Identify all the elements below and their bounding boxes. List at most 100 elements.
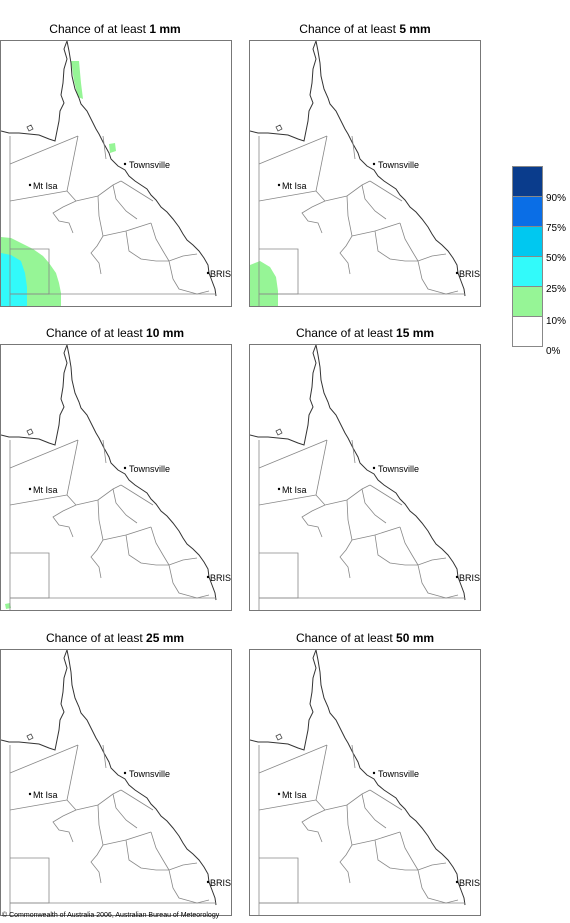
mt-isa-marker xyxy=(28,183,32,187)
coastline xyxy=(66,345,217,601)
panel-title-threshold: 10 mm xyxy=(146,326,185,340)
brisbane-marker xyxy=(455,575,459,579)
panel-title-threshold: 25 mm xyxy=(146,631,185,645)
district-border xyxy=(417,564,459,599)
district-border xyxy=(369,789,403,811)
mt-isa-marker xyxy=(277,183,281,187)
district-border xyxy=(125,230,169,262)
coastline xyxy=(315,41,466,297)
panel-title-10mm: Chance of at least 10 mm xyxy=(0,326,235,340)
island xyxy=(26,733,34,741)
map-svg: Townsville Mt Isa BRIS xyxy=(250,41,480,306)
legend-label-25: 25% xyxy=(546,284,567,295)
rainfall-probability-area xyxy=(250,261,278,306)
district-border xyxy=(120,180,154,202)
legend-label-10: 10% xyxy=(546,316,567,327)
district-border xyxy=(168,260,210,295)
district-border xyxy=(324,180,371,202)
district-border xyxy=(339,539,353,579)
rainfall-probability-area xyxy=(71,61,83,99)
brisbane-label: BRIS xyxy=(210,878,231,888)
brisbane-label: BRIS xyxy=(210,269,231,279)
mt-isa-marker xyxy=(277,792,281,796)
map-panel-1mm: Townsville Mt Isa BRIS xyxy=(0,40,232,307)
brisbane-label: BRIS xyxy=(459,878,480,888)
townsville-label: Townsville xyxy=(129,160,170,170)
district-border xyxy=(168,564,210,599)
brisbane-marker xyxy=(206,880,210,884)
panel-title-15mm: Chance of at least 15 mm xyxy=(245,326,485,340)
mt-isa-marker xyxy=(277,487,281,491)
district-border xyxy=(102,439,107,464)
district-border xyxy=(301,504,326,538)
townsville-marker xyxy=(123,771,127,775)
district-border xyxy=(150,222,170,262)
district-border xyxy=(125,839,169,871)
panel-title-prefix: Chance of at least xyxy=(45,631,147,645)
district-border xyxy=(168,557,198,566)
gulf-coastline xyxy=(250,41,317,142)
district-border xyxy=(66,744,79,811)
mt-isa-label: Mt Isa xyxy=(282,181,307,191)
mt-isa-label: Mt Isa xyxy=(33,790,58,800)
district-border xyxy=(361,184,387,220)
district-border xyxy=(301,200,326,234)
district-border xyxy=(112,488,138,524)
legend-swatch-10 xyxy=(512,286,543,316)
map-panel-50mm: Townsville Mt Isa BRIS xyxy=(249,649,481,916)
panel-title-prefix: Chance of at least xyxy=(295,631,397,645)
district-border xyxy=(102,135,107,160)
district-border xyxy=(90,539,104,579)
map-panel-10mm: Townsville Mt Isa BRIS xyxy=(0,344,232,611)
island xyxy=(275,428,283,436)
district-border xyxy=(324,484,371,506)
district-border xyxy=(52,200,77,234)
district-border xyxy=(258,799,317,811)
panel-title-prefix: Chance of at least xyxy=(295,326,397,340)
district-border xyxy=(258,135,328,165)
district-border xyxy=(102,744,107,769)
island xyxy=(275,733,283,741)
gulf-coastline xyxy=(1,41,68,142)
townsville-marker xyxy=(372,771,376,775)
brisbane-marker xyxy=(455,271,459,275)
panel-title-25mm: Chance of at least 25 mm xyxy=(0,631,235,645)
district-border xyxy=(417,557,447,566)
coastline xyxy=(315,345,466,601)
district-border xyxy=(9,799,68,811)
district-border xyxy=(125,534,169,566)
townsville-marker xyxy=(123,466,127,470)
panel-title-50mm: Chance of at least 50 mm xyxy=(245,631,485,645)
district-border xyxy=(75,789,122,811)
gulf-coastline xyxy=(250,345,317,446)
panel-title-threshold: 15 mm xyxy=(396,326,435,340)
district-border xyxy=(150,526,170,566)
legend-label-50: 50% xyxy=(546,253,567,264)
mt-isa-label: Mt Isa xyxy=(33,181,58,191)
district-border xyxy=(369,180,403,202)
district-border xyxy=(10,552,50,599)
rainfall-probability-area xyxy=(5,603,11,609)
legend-swatch-75 xyxy=(512,196,543,226)
district-border xyxy=(90,844,104,884)
district-border xyxy=(9,190,68,202)
townsville-marker xyxy=(372,162,376,166)
gulf-coastline xyxy=(250,650,317,751)
coastline xyxy=(315,650,466,906)
district-border xyxy=(346,499,353,541)
district-border xyxy=(399,526,419,566)
map-svg: Townsville Mt Isa BRIS xyxy=(250,345,480,610)
district-border xyxy=(339,235,353,275)
mt-isa-marker xyxy=(28,487,32,491)
district-border xyxy=(374,839,418,871)
gulf-coastline xyxy=(1,345,68,446)
map-panel-15mm: Townsville Mt Isa BRIS xyxy=(249,344,481,611)
panel-title-threshold: 5 mm xyxy=(399,22,431,36)
district-border xyxy=(315,135,328,202)
panel-title-5mm: Chance of at least 5 mm xyxy=(245,22,485,36)
townsville-label: Townsville xyxy=(378,769,419,779)
map-svg: Townsville Mt Isa BRIS xyxy=(250,650,480,915)
brisbane-label: BRIS xyxy=(459,269,480,279)
district-border xyxy=(9,135,79,165)
district-border xyxy=(351,744,356,769)
